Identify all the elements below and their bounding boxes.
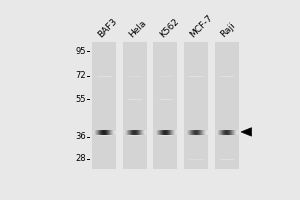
- Text: 72: 72: [76, 71, 86, 80]
- Bar: [184, 42, 208, 169]
- Text: BAF3: BAF3: [97, 17, 119, 39]
- Bar: [123, 42, 147, 169]
- Bar: [153, 42, 177, 169]
- Text: K562: K562: [158, 17, 181, 39]
- Text: Raji: Raji: [219, 21, 237, 39]
- Text: 36: 36: [76, 132, 86, 141]
- Text: Hela: Hela: [127, 19, 148, 39]
- Polygon shape: [241, 128, 251, 136]
- Text: 55: 55: [76, 95, 86, 104]
- Text: MCF-7: MCF-7: [188, 13, 215, 39]
- Text: 95: 95: [76, 47, 86, 56]
- Text: 28: 28: [76, 154, 86, 163]
- Bar: [92, 42, 116, 169]
- Bar: [215, 42, 239, 169]
